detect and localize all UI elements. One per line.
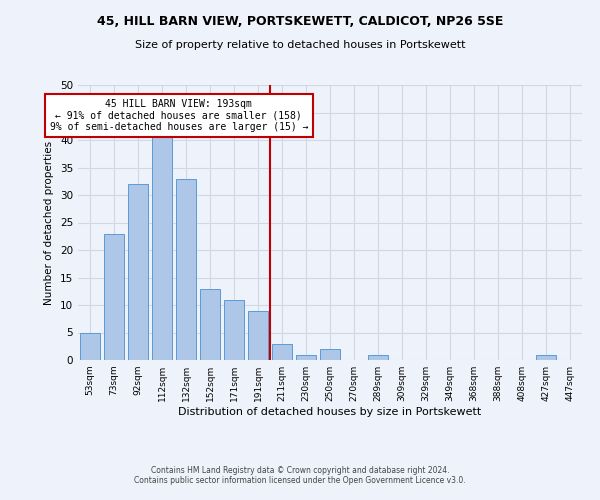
Text: 45 HILL BARN VIEW: 193sqm
← 91% of detached houses are smaller (158)
9% of semi-: 45 HILL BARN VIEW: 193sqm ← 91% of detac… — [50, 99, 308, 132]
Bar — [296, 354, 316, 360]
Text: Contains HM Land Registry data © Crown copyright and database right 2024.
Contai: Contains HM Land Registry data © Crown c… — [134, 466, 466, 485]
Bar — [104, 234, 124, 360]
Bar — [128, 184, 148, 360]
Bar — [320, 349, 340, 360]
Bar — [248, 310, 268, 360]
Bar — [368, 354, 388, 360]
Bar — [272, 344, 292, 360]
Bar — [80, 332, 100, 360]
Bar — [536, 354, 556, 360]
Text: 45, HILL BARN VIEW, PORTSKEWETT, CALDICOT, NP26 5SE: 45, HILL BARN VIEW, PORTSKEWETT, CALDICO… — [97, 15, 503, 28]
Bar — [152, 134, 172, 360]
Bar — [224, 300, 244, 360]
Bar — [176, 178, 196, 360]
Bar — [200, 288, 220, 360]
Text: Size of property relative to detached houses in Portskewett: Size of property relative to detached ho… — [135, 40, 465, 50]
Y-axis label: Number of detached properties: Number of detached properties — [44, 140, 55, 304]
X-axis label: Distribution of detached houses by size in Portskewett: Distribution of detached houses by size … — [178, 407, 482, 417]
